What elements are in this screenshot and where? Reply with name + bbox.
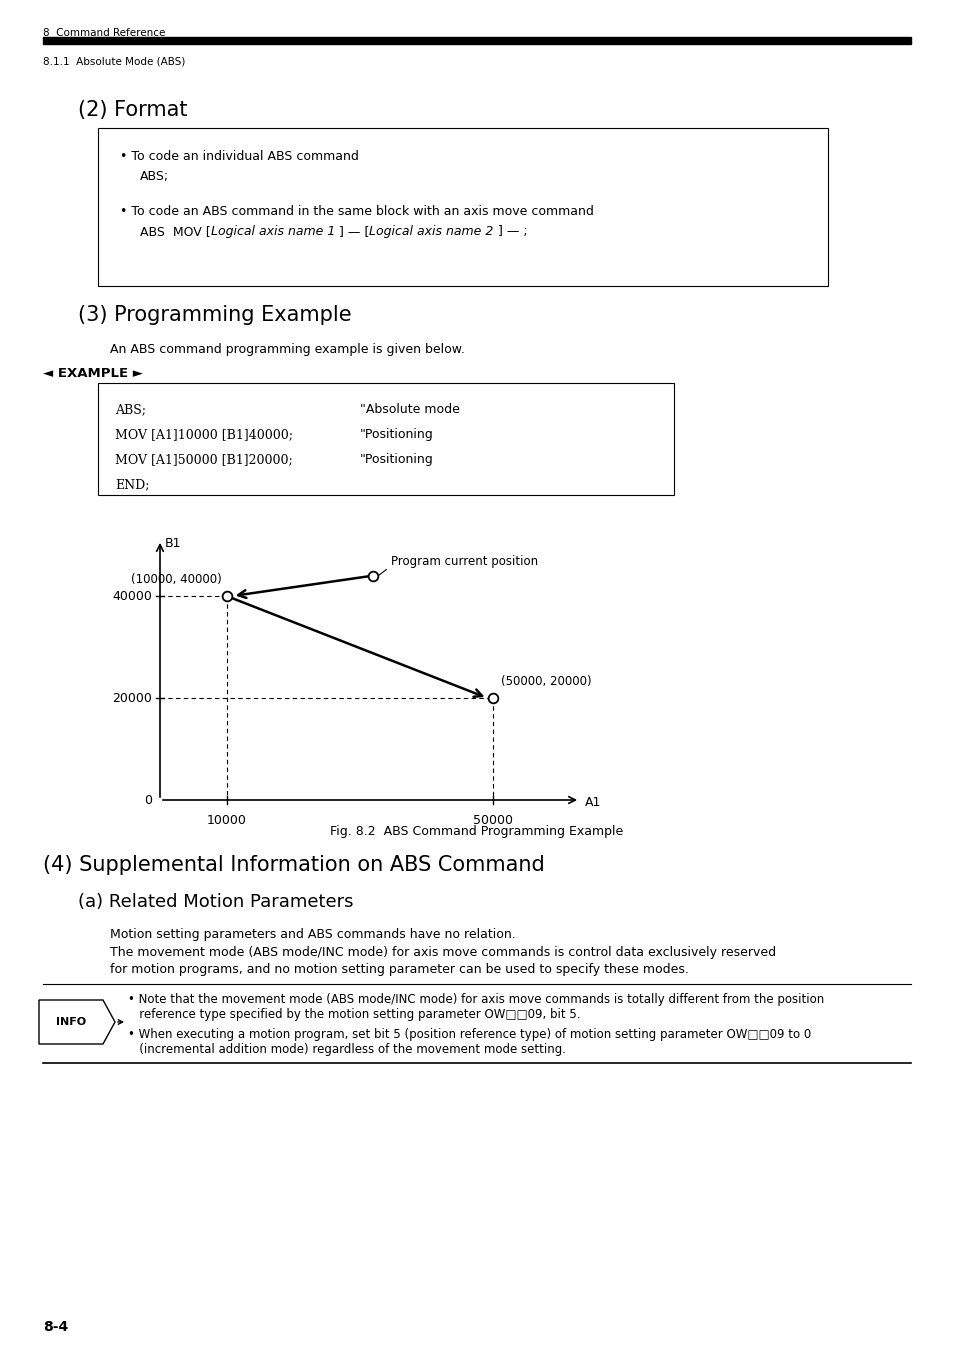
Text: Fig. 8.2  ABS Command Programming Example: Fig. 8.2 ABS Command Programming Example <box>330 825 623 838</box>
Text: 40000: 40000 <box>112 590 152 602</box>
Text: • When executing a motion program, set bit 5 (position reference type) of motion: • When executing a motion program, set b… <box>128 1027 810 1041</box>
Text: 20000: 20000 <box>112 691 152 705</box>
Text: ◄ EXAMPLE ►: ◄ EXAMPLE ► <box>43 367 143 379</box>
Text: "Absolute mode: "Absolute mode <box>359 404 459 416</box>
Text: (incremental addition mode) regardless of the movement mode setting.: (incremental addition mode) regardless o… <box>128 1044 565 1056</box>
Text: An ABS command programming example is given below.: An ABS command programming example is gi… <box>110 343 464 356</box>
Text: Program current position: Program current position <box>391 555 537 567</box>
Text: for motion programs, and no motion setting parameter can be used to specify thes: for motion programs, and no motion setti… <box>110 963 688 976</box>
Text: B1: B1 <box>165 537 181 549</box>
Text: reference type specified by the motion setting parameter OW□□09, bit 5.: reference type specified by the motion s… <box>128 1008 579 1021</box>
Text: INFO: INFO <box>56 1017 86 1027</box>
Text: 8  Command Reference: 8 Command Reference <box>43 28 165 38</box>
Bar <box>98 128 827 286</box>
Text: 10000: 10000 <box>207 814 246 828</box>
Text: (10000, 40000): (10000, 40000) <box>131 572 221 586</box>
Text: The movement mode (ABS mode/INC mode) for axis move commands is control data exc: The movement mode (ABS mode/INC mode) fo… <box>110 946 776 958</box>
Text: • Note that the movement mode (ABS mode/INC mode) for axis move commands is tota: • Note that the movement mode (ABS mode/… <box>128 994 823 1006</box>
Text: Motion setting parameters and ABS commands have no relation.: Motion setting parameters and ABS comman… <box>110 927 516 941</box>
Text: 8.1.1  Absolute Mode (ABS): 8.1.1 Absolute Mode (ABS) <box>43 55 185 66</box>
Text: ABS;: ABS; <box>115 404 146 416</box>
Text: (4) Supplemental Information on ABS Command: (4) Supplemental Information on ABS Comm… <box>43 855 544 875</box>
Text: Logical axis name 2: Logical axis name 2 <box>369 225 494 238</box>
Text: • To code an ABS command in the same block with an axis move command: • To code an ABS command in the same blo… <box>120 205 594 217</box>
Text: "Positioning: "Positioning <box>359 454 434 466</box>
Text: MOV [A1]10000 [B1]40000;: MOV [A1]10000 [B1]40000; <box>115 428 293 441</box>
Text: "Positioning: "Positioning <box>359 428 434 441</box>
Text: • To code an individual ABS command: • To code an individual ABS command <box>120 150 358 163</box>
Text: (a) Related Motion Parameters: (a) Related Motion Parameters <box>78 892 354 911</box>
Bar <box>43 36 910 45</box>
Text: (3) Programming Example: (3) Programming Example <box>78 305 352 325</box>
Text: ] — [: ] — [ <box>335 225 369 238</box>
Text: 50000: 50000 <box>473 814 513 828</box>
Text: END;: END; <box>115 478 150 491</box>
Text: Logical axis name 1: Logical axis name 1 <box>211 225 335 238</box>
Text: (2) Format: (2) Format <box>78 100 188 120</box>
Text: A1: A1 <box>584 796 600 810</box>
Text: (50000, 20000): (50000, 20000) <box>501 675 592 688</box>
Text: ABS;: ABS; <box>140 170 169 184</box>
Text: 0: 0 <box>144 794 152 806</box>
Text: ABS  MOV [: ABS MOV [ <box>140 225 211 238</box>
Bar <box>98 383 673 495</box>
Text: ] — ;: ] — ; <box>494 225 527 238</box>
Text: MOV [A1]50000 [B1]20000;: MOV [A1]50000 [B1]20000; <box>115 454 293 466</box>
Text: 8-4: 8-4 <box>43 1320 69 1334</box>
